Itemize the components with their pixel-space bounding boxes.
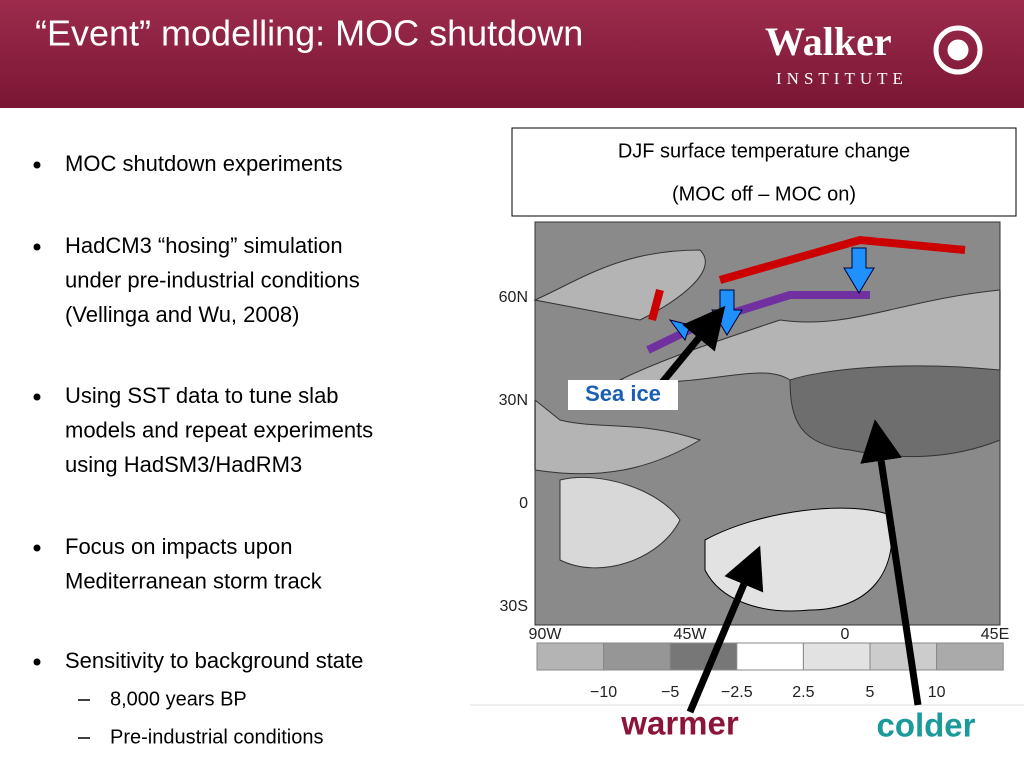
- colorbar-swatch: [536, 642, 605, 671]
- colorbar-label: 5: [866, 684, 875, 701]
- bullet-list: MOC shutdown experiments HadCM3 “hosing” …: [33, 151, 373, 748]
- bullet-text: using HadSM3/HadRM3: [65, 452, 302, 477]
- lon-label: 90W: [529, 626, 563, 643]
- bullet-text: Mediterranean storm track: [65, 568, 323, 593]
- bullet-dot: [33, 393, 41, 401]
- lat-labels: 60N 30N 0 30S: [499, 289, 528, 615]
- sub-bullet-text: 8,000 years BP: [110, 688, 247, 710]
- bullet-dot: [33, 161, 41, 169]
- colorbar-swatch: [736, 642, 804, 671]
- caption-box: [511, 127, 1017, 217]
- lat-label: 30N: [499, 392, 528, 409]
- bullet-text: Sensitivity to background state: [65, 648, 363, 673]
- colorbar-label: −2.5: [721, 684, 753, 701]
- logo-name: Walker: [765, 19, 892, 64]
- logo-mark: [933, 25, 983, 75]
- colorbar-swatch: [802, 642, 871, 671]
- annotation: warmer: [620, 705, 739, 742]
- lat-label: 0: [519, 495, 528, 512]
- lon-label: 45E: [981, 626, 1009, 643]
- bullet-text: Focus on impacts upon: [65, 534, 292, 559]
- bullet-dot: [33, 658, 41, 666]
- header-band: [0, 0, 1024, 108]
- colorbar-label: −10: [590, 684, 617, 701]
- annotation: colder: [876, 707, 975, 744]
- bullet-text: HadCM3 “hosing” simulation: [65, 233, 343, 258]
- arrow: [657, 305, 726, 388]
- slide-title: “Event” modelling: MOC shutdown: [35, 13, 583, 54]
- bullet-dot: [33, 544, 41, 552]
- bullet-text: MOC shutdown experiments: [65, 151, 343, 176]
- arrow: [860, 419, 922, 706]
- colorbar-label: 10: [928, 684, 946, 701]
- colorbar-swatch: [869, 642, 938, 671]
- colorbar-swatch: [936, 642, 1004, 671]
- map: [533, 221, 1001, 626]
- label-bg: [568, 380, 678, 410]
- lat-label: 60N: [499, 289, 528, 306]
- bullet-text: (Vellinga and Wu, 2008): [65, 302, 299, 327]
- lon-label: 45W: [674, 626, 708, 643]
- colorbar-swatch: [669, 642, 738, 671]
- caption-line: DJF surface temperature change: [618, 140, 910, 162]
- colorbar-swatch: [603, 642, 671, 671]
- sub-bullet-text: Pre-industrial conditions: [110, 726, 323, 748]
- bullet-text: models and repeat experiments: [65, 417, 373, 442]
- bullet-dot: [33, 243, 41, 251]
- arrow: [686, 545, 764, 714]
- lon-labels: 90W 45W 0 45E: [529, 626, 1010, 643]
- colorbar: −10 −5 −2.5 2.5 5 10: [536, 642, 1004, 701]
- colorbar-label: 2.5: [792, 684, 814, 701]
- bullet-text: Using SST data to tune slab: [65, 383, 339, 408]
- caption-line: (MOC off – MOC on): [672, 183, 856, 205]
- bullet-text: under pre-industrial conditions: [65, 267, 360, 292]
- logo-subtitle: INSTITUTE: [776, 69, 908, 88]
- lat-label: 30S: [500, 598, 528, 615]
- lon-label: 0: [841, 626, 850, 643]
- annotation: Sea ice: [585, 381, 661, 406]
- colorbar-label: −5: [661, 684, 679, 701]
